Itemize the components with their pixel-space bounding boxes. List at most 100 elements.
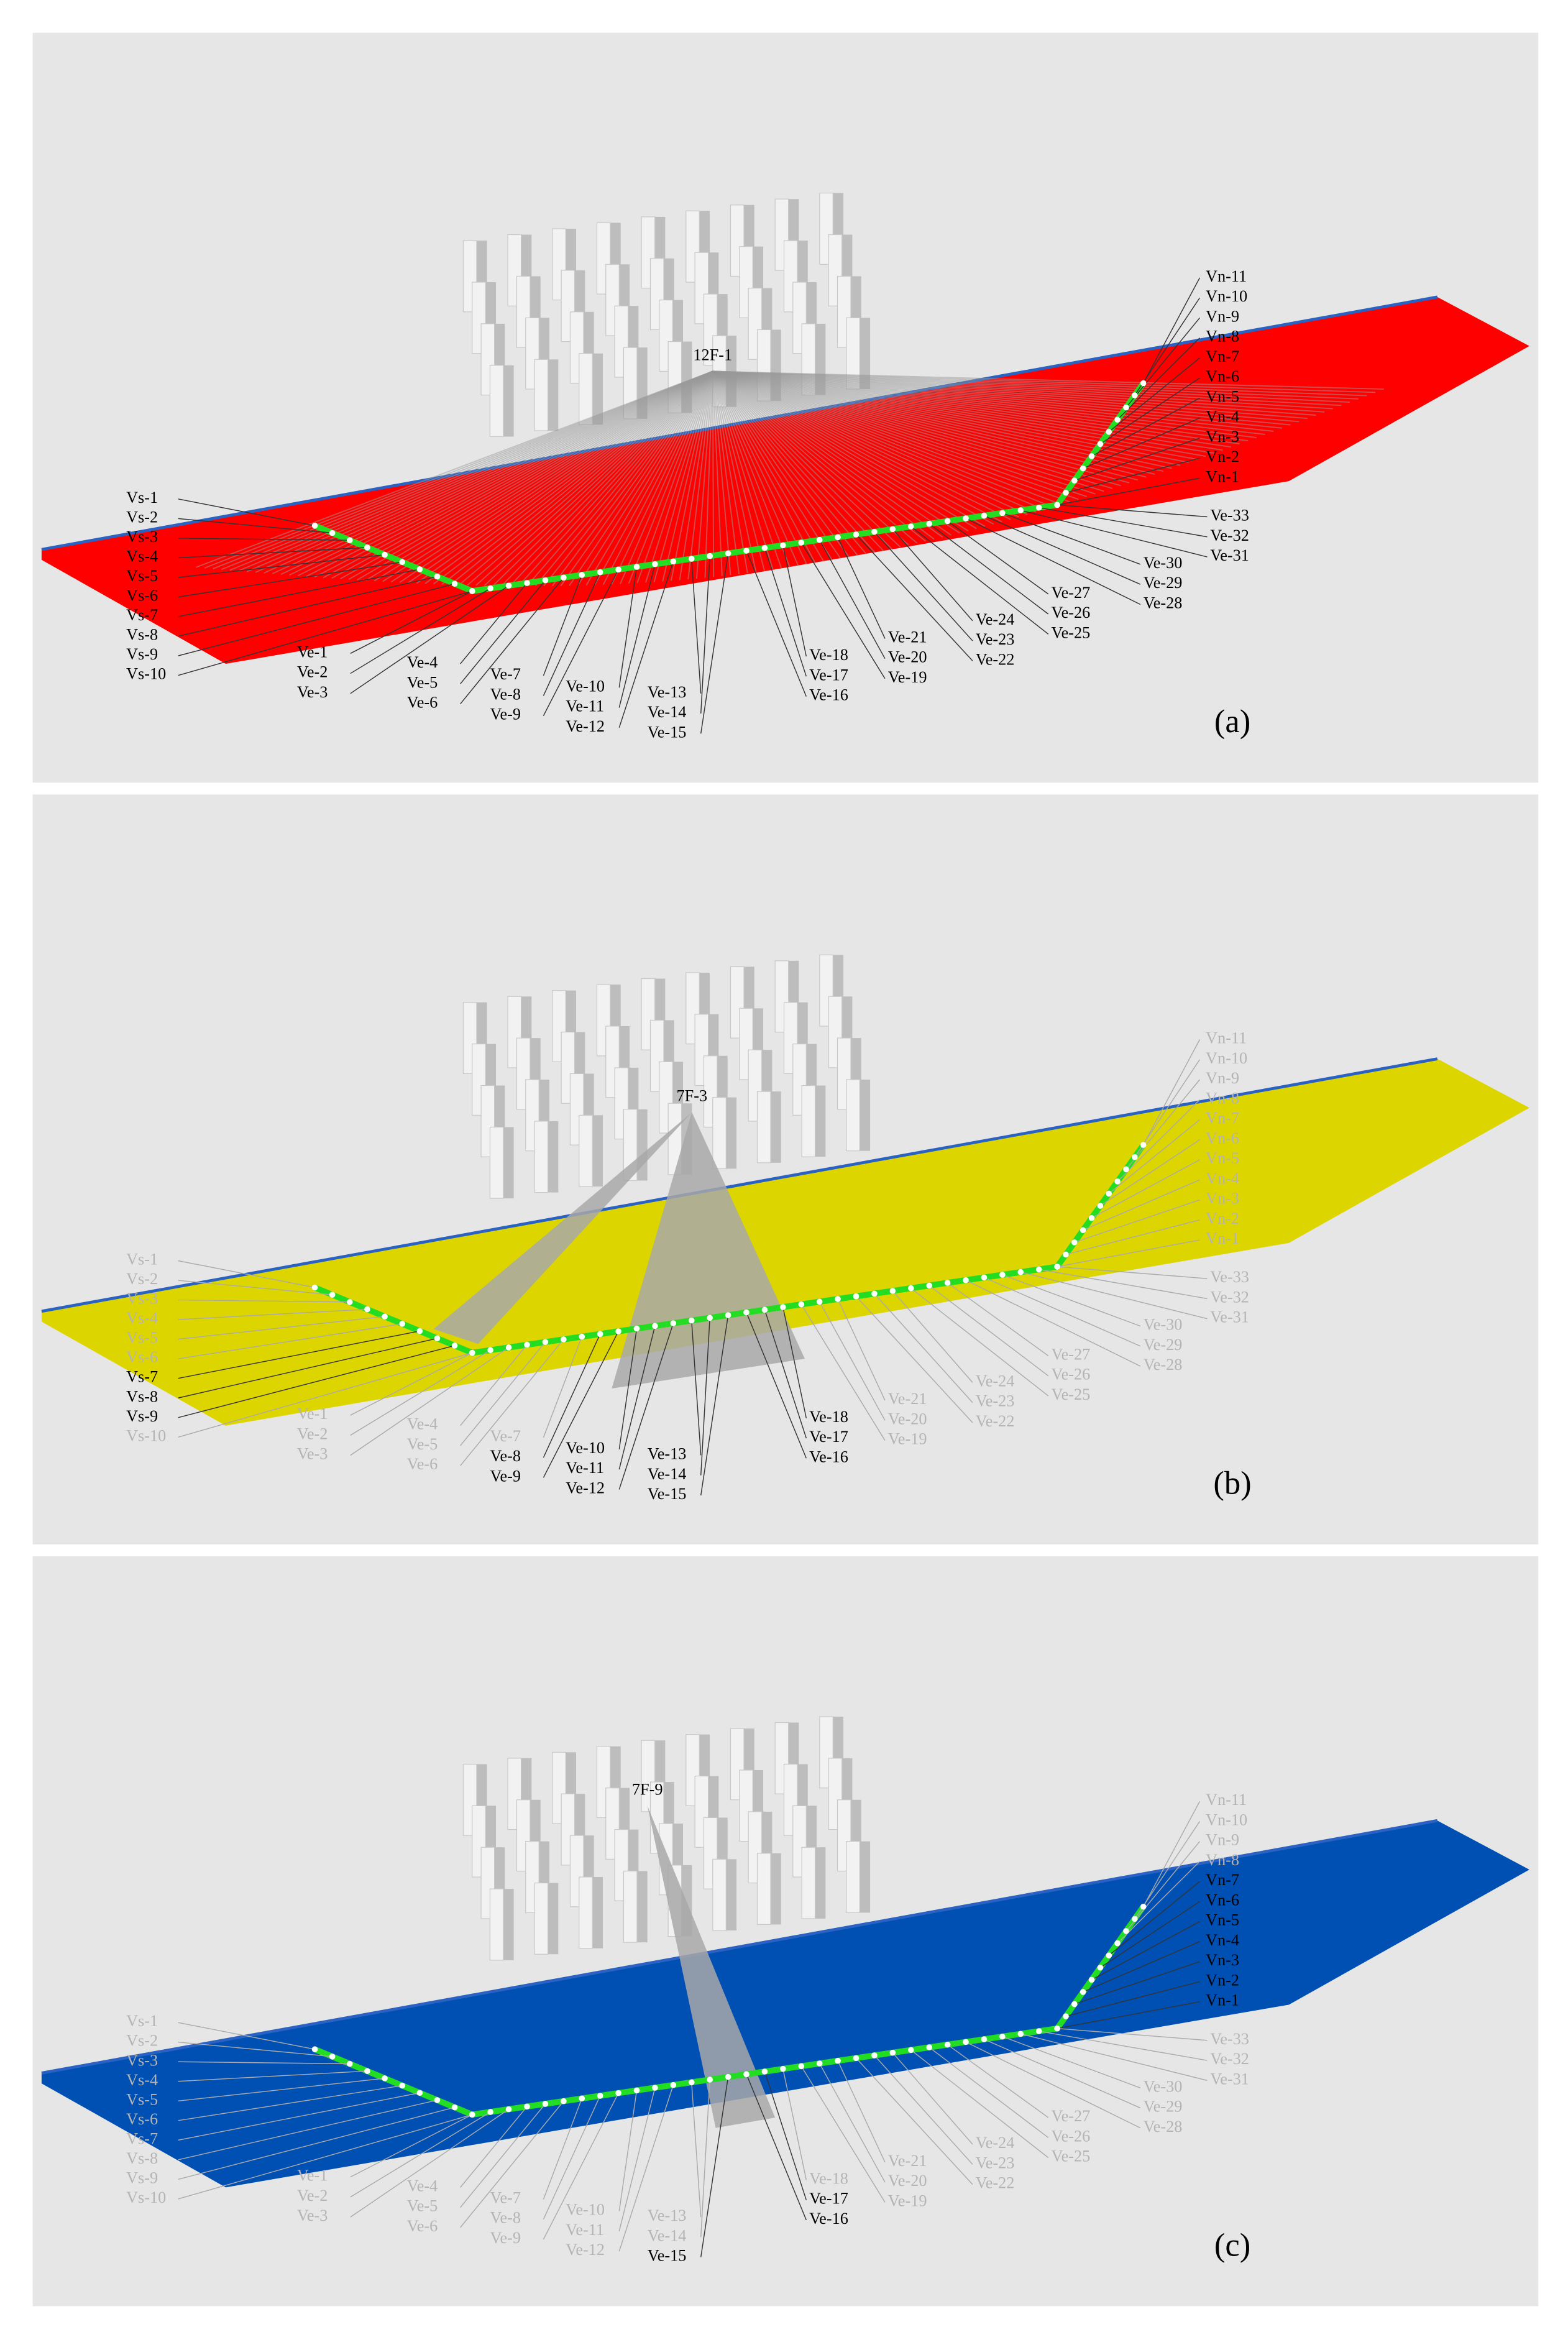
building-side [769, 1091, 781, 1163]
sight-ray [458, 370, 713, 585]
viewpoint [524, 1341, 530, 1348]
viewpoint-label: Ve-22 [976, 1412, 1015, 1430]
viewpoint [743, 1309, 750, 1316]
sight-ray [712, 370, 1020, 518]
viewpoint-label: Vs-5 [126, 1329, 158, 1347]
viewpoint-label: Ve-19 [888, 1430, 927, 1448]
leader-line [892, 2052, 973, 2145]
leader-line [1057, 2001, 1200, 2029]
viewpoint-label: Ve-1 [297, 1405, 328, 1423]
viewpoint-label: Vn-6 [1206, 1129, 1239, 1147]
viewpoint-label: Ve-12 [566, 1479, 605, 1497]
leader-line [746, 1312, 807, 1459]
viewpoint-label: Vs-1 [126, 2012, 158, 2030]
viewpoint [1071, 2001, 1078, 2008]
leader-line [819, 539, 886, 659]
building-side [814, 1085, 826, 1157]
sight-ray [289, 370, 713, 576]
building-side [814, 1847, 826, 1919]
viewpoint-label: Vn-11 [1206, 1791, 1247, 1809]
leader-line [350, 2109, 510, 2218]
sight-ray [348, 370, 713, 581]
viewpoint-label: Ve-30 [1144, 554, 1183, 572]
leader-line [874, 531, 973, 641]
sight-ray [450, 370, 713, 585]
leader-line [618, 1328, 638, 1450]
sight-ray [501, 370, 713, 587]
viewpoint [999, 2033, 1006, 2040]
viewpoint [926, 520, 932, 527]
leader-line [543, 569, 619, 716]
viewpoint-label: Ve-7 [490, 665, 521, 683]
viewpoint-label: Ve-2 [297, 1425, 328, 1443]
leader-line [178, 2114, 472, 2200]
sight-ray [712, 370, 1308, 420]
viewpoint [981, 512, 988, 519]
leader-line [892, 1290, 973, 1383]
sight-ray [526, 370, 713, 587]
viewpoint [761, 1306, 768, 1313]
viewpoint-label: Vn-8 [1206, 1089, 1239, 1107]
leader-line [178, 2061, 350, 2065]
sight-ray [712, 371, 731, 576]
sight-ray [585, 370, 713, 586]
viewpoint [853, 531, 860, 538]
leader-line [350, 2111, 491, 2198]
viewpoint [542, 2101, 549, 2107]
leader-line [618, 2087, 656, 2232]
sight-ray [712, 370, 1096, 495]
leader-line [1091, 1159, 1200, 1219]
viewpoint-label: Ve-15 [648, 1485, 687, 1503]
viewpoint-label: Vn-11 [1206, 1029, 1247, 1047]
building-front [534, 1121, 549, 1193]
viewpoint [871, 2052, 878, 2058]
viewpoint-label: Vs-3 [126, 2051, 158, 2069]
sight-ray [374, 370, 713, 582]
sight-ray [679, 371, 713, 581]
leader-line [700, 1318, 710, 1476]
viewpoint-label: Ve-16 [809, 2210, 848, 2228]
viewpoint-label: Vn-4 [1206, 408, 1239, 426]
sight-ray [712, 370, 1223, 451]
viewpoint-label: Ve-5 [407, 673, 438, 691]
viewpoint-label: Ve-29 [1144, 574, 1183, 592]
building-front [489, 365, 504, 438]
viewpoint-label: Vs-5 [126, 2090, 158, 2108]
viewpoint [835, 534, 841, 541]
sight-ray [670, 371, 713, 581]
sight-ray [534, 370, 713, 587]
source-label: 7F-3 [677, 1087, 708, 1105]
viewpoint [853, 1293, 860, 1300]
viewpoint-label: Ve-25 [1052, 1385, 1091, 1403]
viewpoint [1132, 392, 1138, 398]
leader-line [1108, 1119, 1200, 1195]
viewpoint-label: Vs-2 [126, 508, 158, 526]
viewpoint-label: Vn-6 [1206, 1891, 1239, 1909]
viewpoint [399, 559, 405, 566]
viewpoint-label: Vn-4 [1206, 1169, 1239, 1187]
building-side [858, 1080, 871, 1151]
leader-line [837, 1298, 886, 1401]
viewpoint-label: Ve-12 [566, 2241, 605, 2259]
building-side [858, 1841, 871, 1913]
viewpoint-label: Ve-23 [976, 630, 1015, 648]
viewpoint-label: Ve-32 [1210, 1288, 1249, 1306]
viewpoint-label: Vs-3 [126, 1290, 158, 1308]
leader-line [965, 1280, 1141, 1367]
viewpoint [311, 2046, 318, 2052]
viewpoint [615, 1328, 621, 1334]
viewpoint-label: Ve-29 [1144, 2098, 1183, 2116]
sight-ray [653, 371, 713, 582]
viewpoint-label: Ve-9 [490, 2229, 521, 2247]
sight-beam [612, 1112, 805, 1388]
viewpoint [615, 2090, 621, 2096]
viewpoint-label: Ve-10 [566, 677, 605, 695]
leader-line [543, 2098, 582, 2200]
viewpoint-label: Vn-1 [1206, 1229, 1239, 1247]
viewpoint [761, 544, 768, 551]
building-side [546, 1883, 559, 1955]
building-side [502, 1127, 514, 1199]
leader-line [1038, 2031, 1208, 2061]
viewpoint-label: Ve-6 [407, 1455, 438, 1473]
